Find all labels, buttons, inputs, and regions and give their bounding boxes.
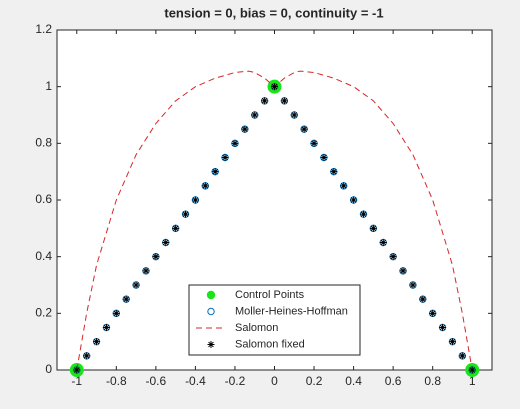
x-tick-label: -0.6 <box>146 374 167 388</box>
point <box>399 267 407 275</box>
point <box>221 154 229 161</box>
point <box>162 239 170 246</box>
legend-swatch <box>206 290 216 300</box>
point <box>83 352 91 360</box>
y-tick-label: 0.2 <box>35 306 52 320</box>
point <box>251 111 259 119</box>
chart-title: tension = 0, bias = 0, continuity = -1 <box>164 5 383 20</box>
legend-label: Moller-Heines-Hoffman <box>235 305 348 317</box>
point <box>320 154 328 161</box>
point <box>290 111 298 119</box>
legend-label: Salomon fixed <box>235 338 305 350</box>
point <box>409 281 417 289</box>
point <box>142 267 150 275</box>
x-tick-label: 1 <box>469 374 476 388</box>
point <box>191 196 199 204</box>
x-tick-label: -1 <box>71 374 82 388</box>
point <box>280 97 288 105</box>
point <box>419 295 427 303</box>
point <box>448 338 456 346</box>
point <box>439 324 447 331</box>
point <box>201 182 209 190</box>
x-tick-label: -0.4 <box>185 374 206 388</box>
point <box>231 139 239 147</box>
point <box>389 253 397 261</box>
point <box>112 309 120 317</box>
legend: Control Points Moller-Heines-Hoffman Salom… <box>188 284 361 356</box>
x-tick-label: 0.2 <box>306 374 323 388</box>
point <box>330 168 338 176</box>
point <box>310 139 318 147</box>
point <box>172 224 180 232</box>
point <box>468 366 476 374</box>
y-tick-label: 0.4 <box>35 249 52 263</box>
point <box>182 210 190 218</box>
legend-swatch <box>207 341 215 348</box>
point <box>152 253 160 261</box>
point <box>93 338 101 346</box>
point <box>73 366 81 374</box>
point <box>122 295 130 303</box>
y-tick-label: 1.2 <box>35 22 52 36</box>
point <box>340 182 348 190</box>
point <box>369 224 377 232</box>
x-tick-label: -0.2 <box>225 374 246 388</box>
legend-swatch <box>207 307 215 316</box>
y-tick-label: 0 <box>45 362 52 376</box>
legend-label: Salomon <box>235 322 278 334</box>
point <box>429 309 437 317</box>
x-tick-label: -0.8 <box>106 374 127 388</box>
axes-box <box>56 29 493 371</box>
y-tick-label: 1 <box>45 79 52 93</box>
point <box>350 196 358 204</box>
legend-box <box>188 284 361 356</box>
x-tick-label: 0.4 <box>345 374 362 388</box>
x-tick-label: 0.6 <box>385 374 402 388</box>
point <box>241 125 249 133</box>
point <box>211 168 219 176</box>
point <box>379 239 387 246</box>
point <box>102 324 110 331</box>
x-tick-label: 0.8 <box>424 374 441 388</box>
point <box>261 97 269 105</box>
point <box>300 125 308 133</box>
y-tick-label: 0.8 <box>35 136 52 150</box>
x-tick-label: 0 <box>271 374 278 388</box>
legend-label: Control Points <box>235 289 305 301</box>
point <box>458 352 466 360</box>
point <box>271 83 278 91</box>
y-tick-label: 0.6 <box>35 192 52 206</box>
point <box>359 210 367 218</box>
point <box>132 281 140 289</box>
